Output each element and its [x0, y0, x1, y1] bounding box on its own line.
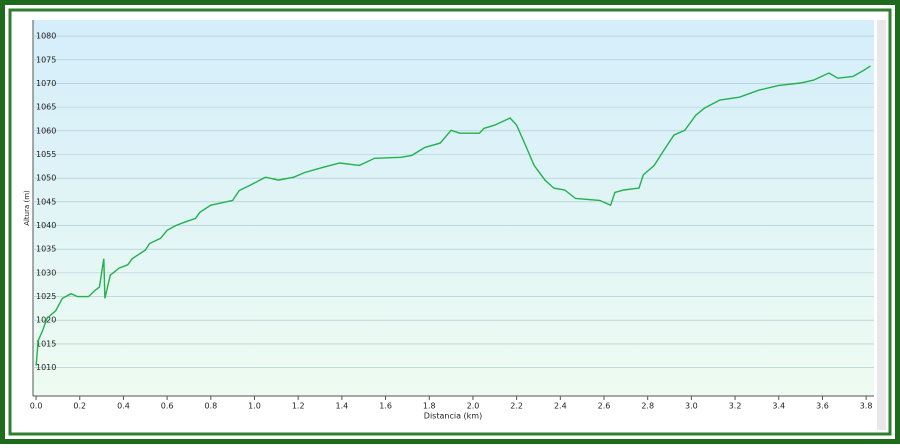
- y-tick-label: 1050: [36, 174, 56, 183]
- inner-frame: [8, 8, 892, 436]
- x-tick-label: 2.4: [554, 402, 567, 411]
- x-tick-label: 3.8: [860, 402, 873, 411]
- x-tick-label: 3.0: [685, 402, 698, 411]
- x-tick-label: 3.4: [772, 402, 785, 411]
- x-tick-label: 3.2: [729, 402, 742, 411]
- x-tick-label: 1.2: [292, 402, 305, 411]
- x-tick-label: 0.2: [73, 402, 86, 411]
- scrollbar: [877, 20, 886, 430]
- y-tick-label: 1070: [36, 79, 56, 88]
- y-tick-label: 1015: [36, 339, 56, 348]
- y-tick-label: 1040: [36, 221, 56, 230]
- x-tick-label: 2.6: [598, 402, 611, 411]
- x-tick-label: 1.6: [379, 402, 392, 411]
- y-tick-label: 1025: [36, 292, 56, 301]
- y-tick-label: 1060: [36, 126, 56, 135]
- x-tick-label: 2.2: [510, 402, 523, 411]
- y-tick-label: 1010: [36, 363, 56, 372]
- y-tick-label: 1080: [36, 32, 56, 41]
- x-tick-label: 0.8: [204, 402, 217, 411]
- x-tick-label: 3.6: [816, 402, 829, 411]
- y-tick-label: 1065: [36, 103, 56, 112]
- y-tick-label: 1055: [36, 150, 56, 159]
- x-tick-label: 0.0: [30, 402, 43, 411]
- y-tick-label: 1030: [36, 268, 56, 277]
- x-tick-label: 0.6: [161, 402, 174, 411]
- x-tick-label: 0.4: [117, 402, 130, 411]
- y-tick-label: 1045: [36, 197, 56, 206]
- elevation-line: [35, 65, 871, 366]
- x-tick-label: 2.8: [641, 402, 654, 411]
- x-tick-label: 1.0: [248, 402, 261, 411]
- x-tick-label: 2.0: [467, 402, 480, 411]
- plot-area: [33, 20, 874, 396]
- x-tick-label: 1.8: [423, 402, 436, 411]
- x-axis-label: Distancia (km): [424, 412, 482, 421]
- y-axis-label: Altura (m): [23, 190, 31, 226]
- y-tick-label: 1035: [36, 245, 56, 254]
- y-tick-label: 1075: [36, 55, 56, 64]
- x-tick-label: 1.4: [336, 402, 349, 411]
